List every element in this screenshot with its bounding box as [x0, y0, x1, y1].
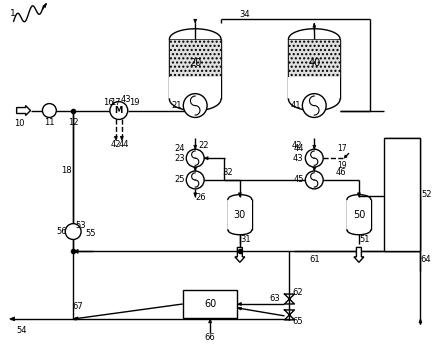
Text: 23: 23: [174, 153, 185, 163]
Text: 51: 51: [360, 235, 370, 244]
Text: 43: 43: [120, 95, 131, 104]
Text: 12: 12: [68, 118, 78, 127]
Text: 10: 10: [14, 119, 25, 128]
Polygon shape: [194, 145, 197, 149]
Polygon shape: [73, 318, 76, 320]
Text: 22: 22: [198, 141, 208, 150]
Polygon shape: [204, 157, 208, 159]
Polygon shape: [194, 167, 197, 171]
Circle shape: [186, 149, 204, 167]
Text: 20: 20: [189, 58, 202, 68]
Text: 54: 54: [16, 326, 27, 335]
Polygon shape: [419, 319, 422, 323]
Text: 62: 62: [292, 288, 303, 297]
Polygon shape: [17, 106, 31, 115]
Text: 53: 53: [76, 221, 86, 230]
Text: 63: 63: [269, 294, 280, 302]
Text: 43: 43: [293, 153, 304, 163]
Text: 60: 60: [204, 299, 216, 309]
Text: 41: 41: [290, 101, 301, 110]
Polygon shape: [235, 247, 245, 262]
Polygon shape: [344, 155, 347, 158]
Text: 45: 45: [293, 175, 303, 184]
Text: 24: 24: [174, 144, 185, 153]
Text: 52: 52: [421, 190, 431, 199]
Bar: [183, 290, 237, 318]
Text: 18: 18: [61, 165, 72, 175]
Polygon shape: [313, 167, 316, 171]
Bar: [169, 77, 221, 99]
Text: 66: 66: [205, 333, 215, 342]
Polygon shape: [313, 23, 316, 27]
Text: 42: 42: [111, 140, 121, 149]
Text: 44: 44: [293, 144, 303, 153]
Text: 42: 42: [291, 141, 302, 150]
Polygon shape: [358, 193, 361, 197]
Polygon shape: [43, 4, 47, 7]
Text: 50: 50: [353, 210, 365, 220]
Polygon shape: [74, 317, 78, 320]
Bar: [288, 39, 340, 77]
Text: 46: 46: [336, 168, 346, 177]
Text: 16: 16: [104, 98, 114, 107]
Bar: [288, 77, 340, 99]
Bar: [384, 138, 420, 251]
Text: 19: 19: [129, 98, 140, 107]
Text: 61: 61: [309, 255, 319, 264]
Polygon shape: [73, 250, 78, 253]
Text: 19: 19: [337, 161, 347, 170]
Polygon shape: [10, 317, 15, 321]
Text: 32: 32: [223, 168, 233, 177]
Polygon shape: [238, 193, 241, 197]
Polygon shape: [209, 319, 212, 323]
Text: 56: 56: [56, 227, 66, 236]
Polygon shape: [313, 145, 316, 149]
Text: 1: 1: [10, 9, 16, 18]
Bar: [228, 200, 252, 230]
Text: 31: 31: [241, 235, 251, 244]
Circle shape: [186, 171, 204, 189]
Polygon shape: [354, 247, 364, 262]
Polygon shape: [194, 19, 197, 23]
Text: 11: 11: [44, 118, 54, 127]
Text: 17: 17: [337, 144, 347, 153]
Text: 21: 21: [171, 101, 182, 110]
Polygon shape: [120, 136, 123, 140]
Polygon shape: [194, 193, 197, 197]
Text: 40: 40: [308, 58, 320, 68]
Polygon shape: [237, 302, 241, 306]
Circle shape: [110, 102, 128, 119]
Text: 34: 34: [240, 10, 250, 19]
Circle shape: [65, 224, 81, 239]
Polygon shape: [237, 307, 241, 310]
Polygon shape: [114, 136, 117, 140]
Text: 44: 44: [119, 140, 129, 149]
Text: 17: 17: [110, 98, 121, 107]
Circle shape: [303, 94, 326, 118]
Text: 30: 30: [234, 210, 246, 220]
Text: 25: 25: [174, 175, 185, 184]
Bar: [347, 200, 371, 230]
Bar: [169, 39, 221, 77]
Text: 67: 67: [73, 302, 84, 312]
Text: 26: 26: [196, 193, 206, 202]
Text: M: M: [115, 106, 123, 115]
Text: 64: 64: [420, 255, 431, 264]
Text: 55: 55: [86, 229, 96, 238]
Circle shape: [305, 149, 323, 167]
Circle shape: [183, 94, 207, 118]
Circle shape: [43, 103, 56, 118]
Text: 65: 65: [292, 318, 303, 326]
Circle shape: [305, 171, 323, 189]
